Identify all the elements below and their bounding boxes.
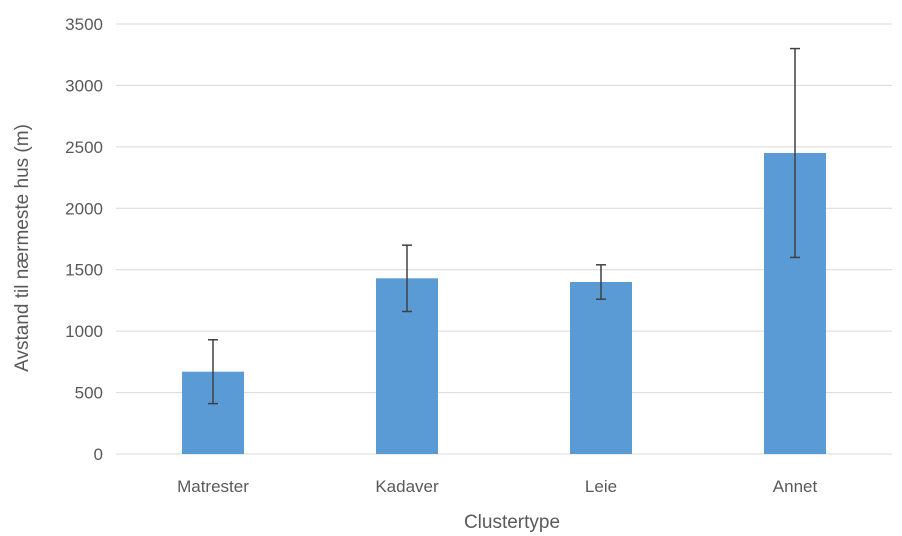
gridlines [116, 23, 892, 455]
x-tick-label: Kadaver [375, 477, 439, 496]
x-tick-label: Leie [585, 477, 617, 496]
y-tick-label: 1000 [65, 322, 103, 341]
y-tick-label: 1500 [65, 261, 103, 280]
x-tick-labels: Matrester Kadaver Leie Annet [177, 477, 817, 496]
y-tick-label: 2500 [65, 138, 103, 157]
y-tick-label: 3500 [65, 15, 103, 34]
bars [182, 153, 826, 454]
error-bars [208, 47, 800, 405]
y-tick-labels: 0 500 1000 1500 2000 2500 3000 3500 [65, 15, 103, 464]
y-tick-label: 500 [75, 384, 103, 403]
x-tick-label: Matrester [177, 477, 249, 496]
bar-leie [570, 282, 632, 454]
y-tick-label: 0 [94, 445, 103, 464]
y-tick-label: 3000 [65, 76, 103, 95]
x-axis-title: Clustertype [464, 512, 560, 533]
y-tick-label: 2000 [65, 199, 103, 218]
y-axis-title: Avstand til nærmeste hus (m) [12, 124, 33, 372]
x-tick-label: Annet [773, 477, 818, 496]
